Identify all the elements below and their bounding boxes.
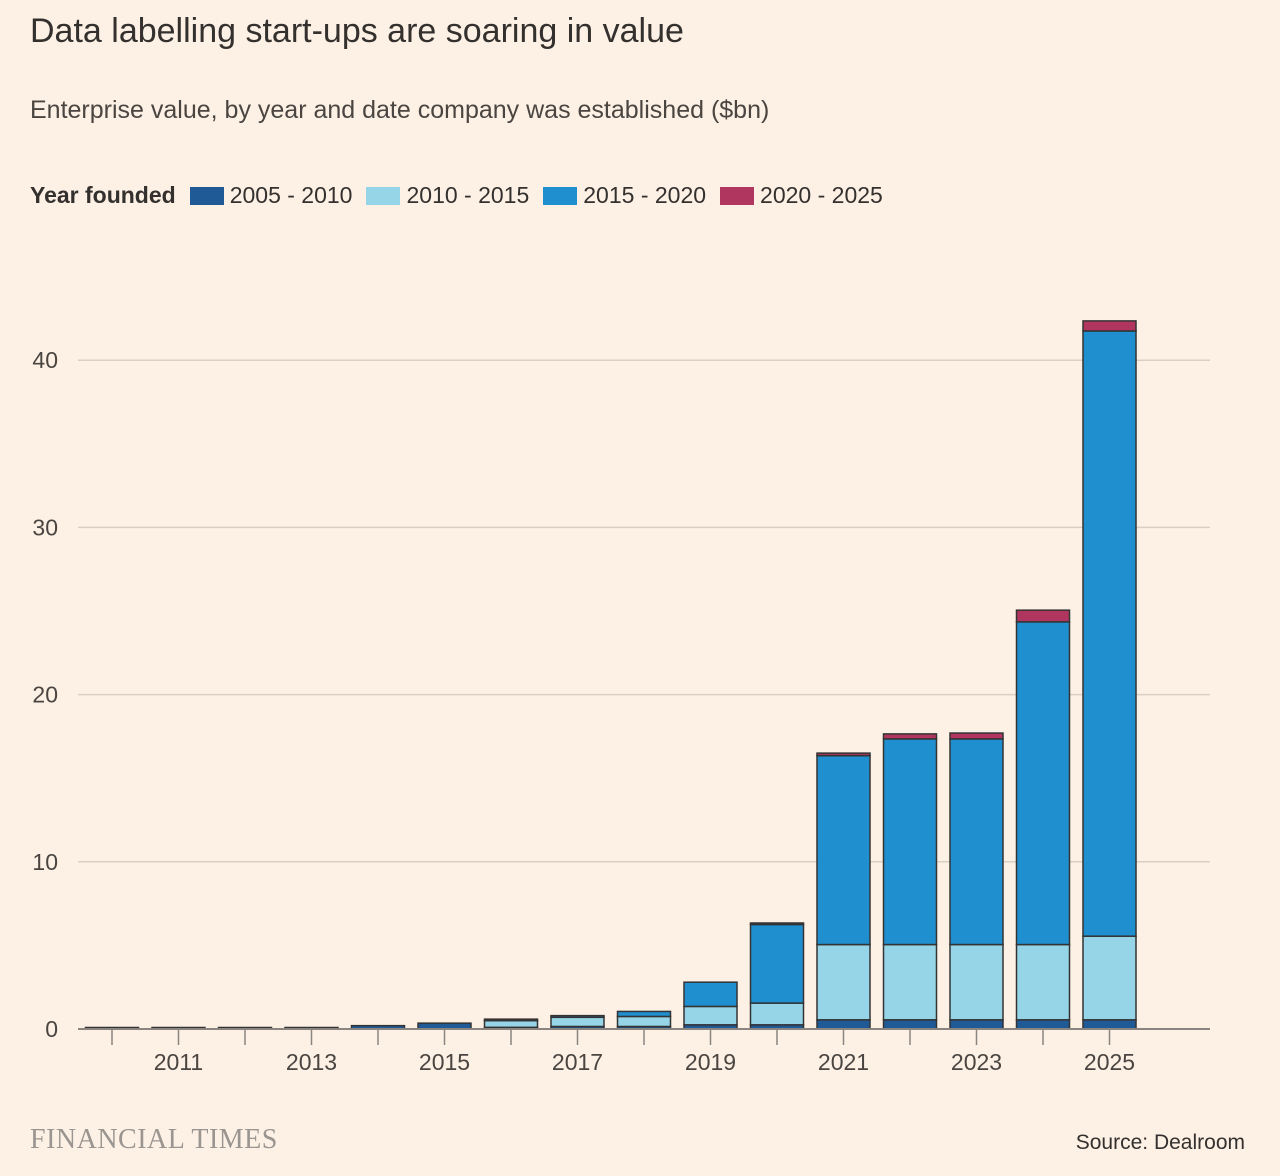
bar-segment xyxy=(616,1010,672,1018)
chart-title: Data labelling start-ups are soaring in … xyxy=(30,12,684,50)
bar-segment xyxy=(749,1002,805,1026)
legend-swatch xyxy=(543,186,578,205)
x-tick-label: 2019 xyxy=(685,1049,736,1075)
bar-segment xyxy=(882,943,938,1021)
bar-segment xyxy=(1015,609,1071,623)
y-tick-label: 20 xyxy=(32,682,58,708)
x-tick-label: 2013 xyxy=(286,1049,337,1075)
legend-label: 2010 - 2015 xyxy=(406,182,530,208)
bar-segment xyxy=(1082,320,1137,332)
bar-segment xyxy=(816,754,871,946)
chart-subtitle: Enterprise value, by year and date compa… xyxy=(30,96,770,124)
y-tick-label: 30 xyxy=(32,514,58,540)
legend-label: 2020 - 2025 xyxy=(760,182,883,208)
bar-segment xyxy=(882,738,938,946)
bar-segment xyxy=(483,1019,539,1029)
bar-segment xyxy=(1082,935,1137,1021)
legend-swatch xyxy=(189,186,224,205)
y-tick-label: 10 xyxy=(32,849,58,875)
bar-segment xyxy=(550,1014,605,1019)
legend-label: 2015 - 2020 xyxy=(583,182,707,208)
bar-segment xyxy=(683,981,738,1008)
bar-segment xyxy=(616,1015,672,1028)
bar-segment xyxy=(816,1019,871,1030)
y-tick-label: 0 xyxy=(45,1016,58,1042)
bar-segment xyxy=(949,732,1004,740)
bar-segment xyxy=(1015,621,1071,946)
bar-segment xyxy=(816,752,871,757)
x-tick-label: 2017 xyxy=(552,1049,603,1075)
legend: Year founded 2005 - 2010 2010 - 2015 2015 … xyxy=(30,182,897,209)
legend-swatch xyxy=(720,186,755,205)
bar-segment xyxy=(882,1019,938,1030)
legend-item: 2020 - 2025 xyxy=(720,182,883,209)
legend-label: 2005 - 2010 xyxy=(229,182,353,208)
source-note: Source: Dealroom xyxy=(1075,1131,1245,1154)
bar-segment xyxy=(949,738,1004,946)
bar-segment xyxy=(683,1005,738,1026)
bar-segment xyxy=(550,1016,605,1028)
bar-segment xyxy=(1082,330,1137,937)
ft-logo: FINANCIAL TIMES xyxy=(30,1124,278,1155)
x-tick-label: 2021 xyxy=(818,1049,869,1075)
legend-item: 2005 - 2010 xyxy=(189,182,353,209)
bar-segment xyxy=(1015,943,1071,1021)
bar-segment xyxy=(749,922,805,926)
x-tick-label: 2011 xyxy=(154,1049,203,1075)
x-tick-label: 2015 xyxy=(419,1049,470,1075)
legend-item: 2015 - 2020 xyxy=(543,182,706,209)
legend-item: 2010 - 2015 xyxy=(366,182,529,209)
bar-segment xyxy=(1015,1019,1071,1030)
x-tick-label: 2023 xyxy=(951,1049,1002,1075)
bar-segment xyxy=(483,1018,539,1022)
legend-title: Year founded xyxy=(30,182,176,208)
legend-swatch xyxy=(366,186,401,205)
bar-segment xyxy=(949,943,1004,1021)
bar-segment xyxy=(882,733,938,740)
bar-segment xyxy=(816,943,871,1021)
bar-segment xyxy=(949,1019,1004,1030)
y-tick-label: 40 xyxy=(32,347,58,373)
bar-segment xyxy=(749,923,805,1004)
x-tick-label: 2025 xyxy=(1084,1049,1135,1075)
bar-segment xyxy=(1082,1019,1137,1030)
